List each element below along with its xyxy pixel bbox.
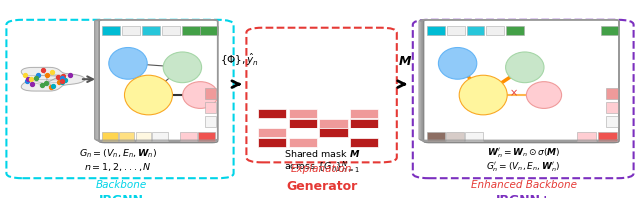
Bar [119, 132, 134, 141]
Bar [200, 26, 218, 35]
Bar [446, 132, 464, 141]
Bar [258, 138, 286, 147]
Bar [162, 26, 180, 35]
Bar [319, 109, 348, 118]
Bar [350, 109, 378, 118]
Bar [601, 26, 619, 35]
Point [54, 81, 64, 84]
Text: $G_n = (V_n, E_n, \boldsymbol{W}_n)$: $G_n = (V_n, E_n, \boldsymbol{W}_n)$ [79, 147, 157, 160]
Point [42, 73, 52, 76]
Bar [289, 128, 317, 137]
Text: $\{\Phi\}, \hat{y}_n$: $\{\Phi\}, \hat{y}_n$ [220, 52, 260, 68]
Point [31, 76, 41, 79]
Bar [465, 132, 483, 141]
Bar [447, 26, 465, 35]
Bar [577, 132, 596, 141]
Bar [606, 88, 618, 99]
Point [58, 80, 68, 84]
Ellipse shape [125, 75, 173, 115]
FancyBboxPatch shape [99, 20, 218, 143]
FancyBboxPatch shape [424, 20, 619, 143]
Point [53, 75, 63, 79]
Bar [319, 138, 348, 147]
Point [57, 77, 67, 80]
Point [22, 78, 33, 81]
Bar [180, 132, 197, 141]
Bar [427, 132, 445, 141]
Ellipse shape [460, 75, 507, 115]
Text: IBGNN: IBGNN [99, 194, 144, 198]
Text: Backbone: Backbone [96, 180, 147, 190]
Bar [102, 132, 118, 141]
Text: $\boldsymbol{W}_n' = \boldsymbol{W}_n \odot \sigma(\boldsymbol{M})$: $\boldsymbol{W}_n' = \boldsymbol{W}_n \o… [487, 147, 560, 160]
Bar [606, 102, 618, 113]
Point [60, 79, 70, 82]
Point [49, 84, 59, 87]
Text: Enhanced Backbone: Enhanced Backbone [470, 180, 577, 190]
Bar [182, 26, 200, 35]
Polygon shape [21, 67, 85, 91]
Text: IBGNN+: IBGNN+ [496, 194, 551, 198]
Point [41, 82, 51, 85]
Bar [289, 119, 317, 128]
Point [33, 73, 43, 77]
Point [38, 69, 48, 72]
Bar [350, 138, 378, 147]
Bar [319, 128, 348, 137]
Ellipse shape [163, 52, 202, 83]
Text: $\times$: $\times$ [509, 88, 518, 99]
Bar [598, 132, 617, 141]
FancyBboxPatch shape [99, 20, 218, 143]
Bar [467, 26, 484, 35]
Text: across $\{G_n\}_{n=1}^{N}$: across $\{G_n\}_{n=1}^{N}$ [284, 160, 360, 175]
Text: Explanation: Explanation [291, 164, 353, 174]
Bar [258, 119, 286, 128]
Ellipse shape [506, 52, 544, 83]
Ellipse shape [526, 82, 562, 108]
Point [36, 83, 47, 86]
Bar [136, 132, 151, 141]
Point [26, 78, 36, 81]
Bar [258, 109, 286, 118]
Point [46, 85, 56, 88]
Point [20, 74, 30, 77]
Text: Generator: Generator [286, 180, 358, 193]
Ellipse shape [109, 48, 147, 79]
Point [56, 79, 67, 83]
Bar [350, 119, 378, 128]
Bar [289, 138, 317, 147]
Bar [506, 26, 524, 35]
Point [47, 70, 58, 73]
Text: $\boldsymbol{M}$: $\boldsymbol{M}$ [398, 55, 412, 68]
Bar [427, 26, 445, 35]
Bar [102, 26, 120, 35]
Ellipse shape [438, 48, 477, 79]
Bar [258, 128, 286, 137]
Point [58, 75, 68, 78]
Bar [122, 26, 140, 35]
Bar [142, 26, 160, 35]
Bar [205, 116, 216, 127]
Point [22, 80, 32, 83]
Bar [152, 132, 168, 141]
Ellipse shape [183, 82, 218, 108]
Bar [289, 109, 317, 118]
Point [27, 83, 37, 86]
Text: $n = 1, 2, ..., N$: $n = 1, 2, ..., N$ [84, 161, 152, 173]
FancyBboxPatch shape [424, 20, 619, 143]
Bar [606, 116, 618, 127]
Bar [198, 132, 215, 141]
Text: $G_n' = (V_n, E_n, \boldsymbol{W}_n')$: $G_n' = (V_n, E_n, \boldsymbol{W}_n')$ [486, 161, 561, 174]
Bar [205, 88, 216, 99]
Point [65, 74, 75, 77]
Bar [350, 128, 378, 137]
Text: Shared mask $\boldsymbol{M}$: Shared mask $\boldsymbol{M}$ [284, 148, 360, 159]
Bar [319, 119, 348, 128]
Bar [205, 102, 216, 113]
Bar [486, 26, 504, 35]
